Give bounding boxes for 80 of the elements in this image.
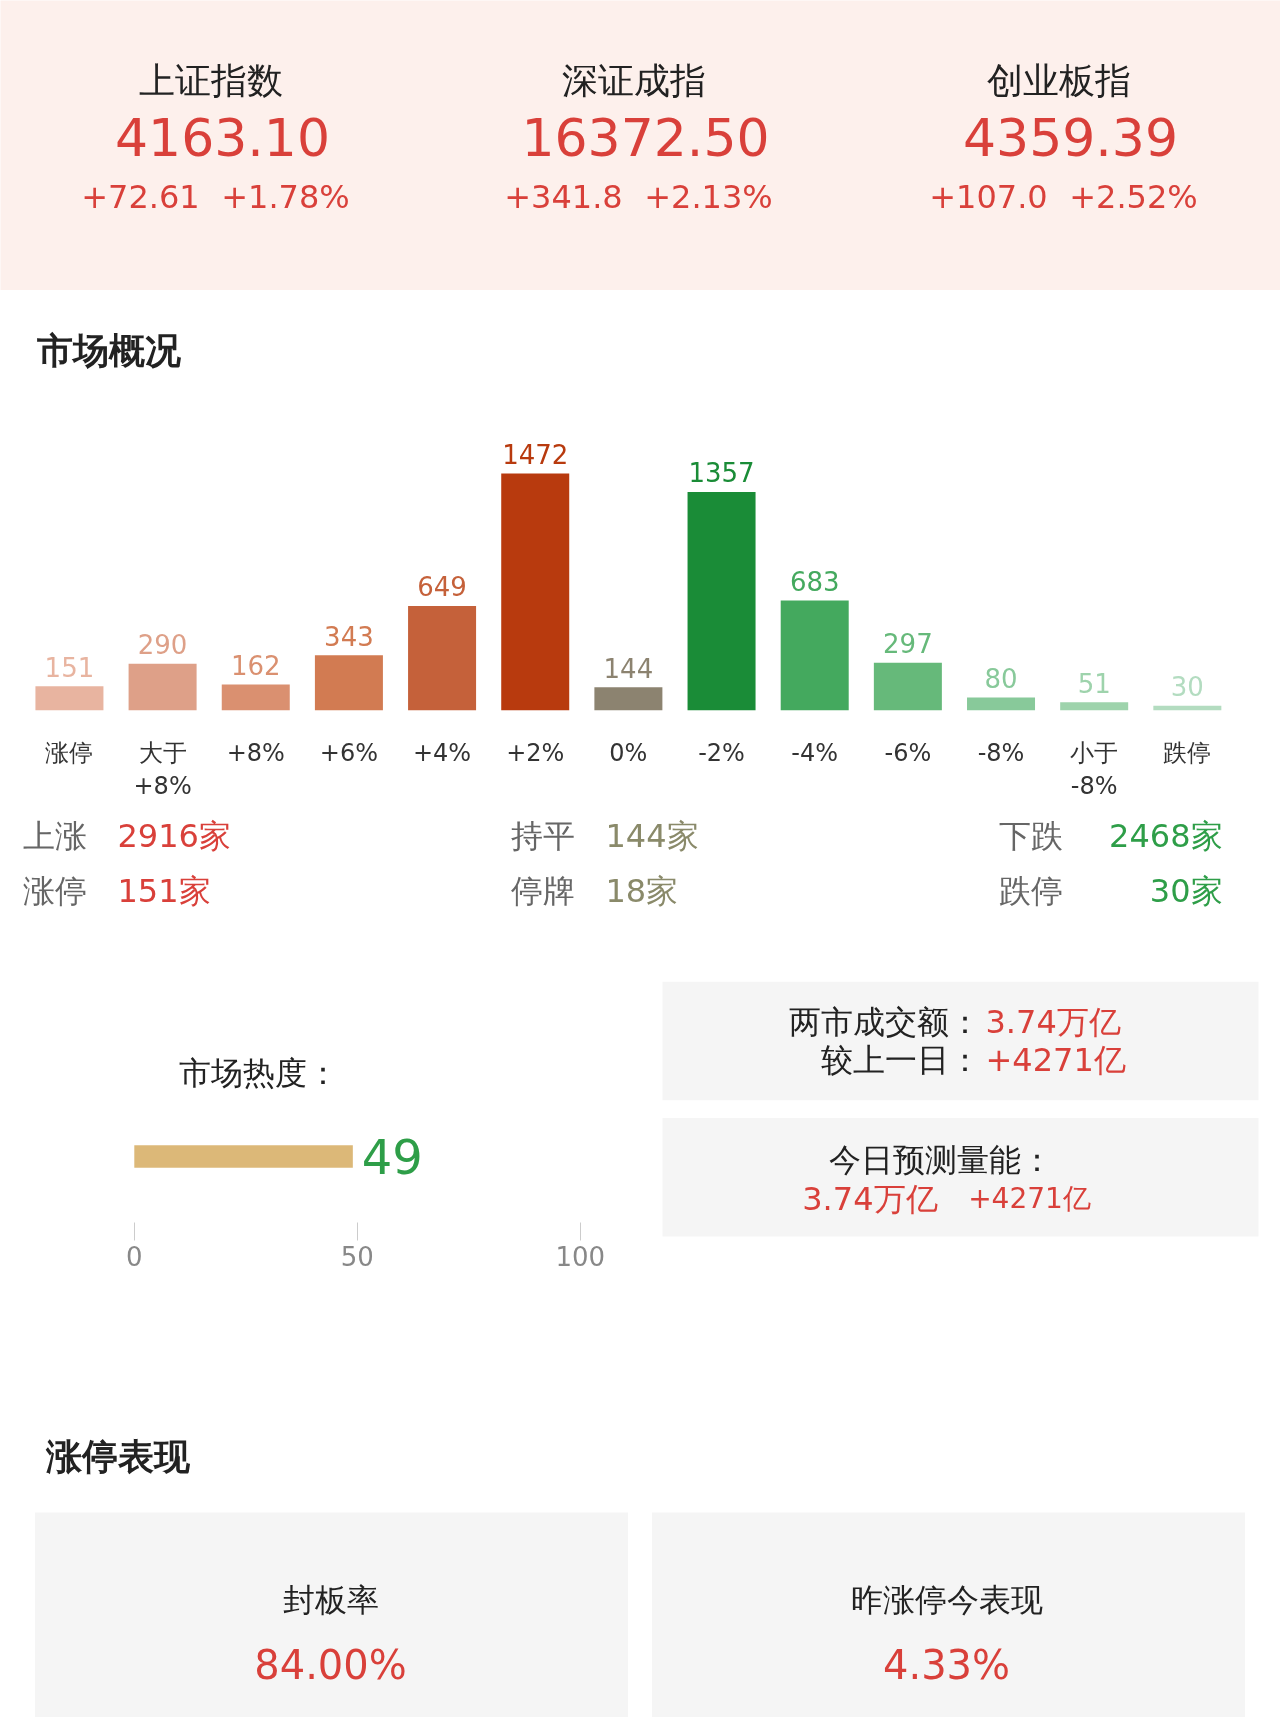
text: 跌停 (998, 871, 1063, 910)
data-label: 1472 (502, 439, 569, 470)
text: 停牌 (510, 871, 575, 910)
text: 两市成交额： (788, 1002, 981, 1041)
bar (967, 697, 1036, 711)
text: 上涨 (22, 816, 87, 855)
text: 创业板指 (986, 60, 1131, 101)
data-label: 290 (137, 630, 188, 661)
text: +1.78% (221, 177, 350, 216)
chart-title: 市场热度： (179, 1053, 340, 1092)
bar (314, 655, 383, 711)
data-label: 649 (417, 572, 467, 603)
text: 下跌 (998, 816, 1063, 855)
x-tick-label: -8% (977, 738, 1025, 767)
text: +72.61 (81, 178, 200, 216)
x-tick-label: 小于 -8% (1070, 738, 1119, 801)
data-label: 343 (324, 621, 374, 652)
text: +2.13% (644, 177, 773, 216)
data-label: 30 (1170, 672, 1204, 703)
data-label: 144 (603, 653, 654, 684)
text: +341.8 (504, 178, 623, 216)
text: 今日预测量能： (828, 1141, 1053, 1180)
chart-title: 市场概况 (36, 329, 181, 371)
text: +4271亿 (985, 1040, 1126, 1079)
text: +4271亿 (968, 1182, 1091, 1216)
bar (35, 686, 104, 711)
text: 16372.50 (521, 107, 770, 168)
text: 2468家 (1109, 816, 1223, 855)
text: +2.52% (1069, 177, 1198, 216)
x-tick-label: 0 (126, 1241, 143, 1272)
text: 4.33% (882, 1641, 1011, 1688)
text: 2916家 (117, 816, 231, 855)
bar (873, 662, 942, 711)
text: 4163.10 (114, 107, 331, 168)
text: 涨停 (22, 871, 87, 910)
bar (780, 600, 849, 711)
text: 上证指数 (138, 60, 283, 101)
x-tick-label: -6% (884, 738, 932, 767)
text: 4359.39 (962, 107, 1179, 168)
text: +107.0 (929, 178, 1048, 216)
bar (408, 605, 477, 711)
x-tick-label: +2% (506, 738, 565, 767)
bar (128, 663, 197, 711)
text: 较上一日： (820, 1040, 981, 1079)
x-tick-label: 50 (340, 1241, 374, 1272)
data-label: 1357 (688, 458, 755, 489)
bar (1060, 702, 1129, 711)
text: 涨停表现 (44, 1436, 191, 1477)
text: 84.00% (254, 1641, 407, 1688)
x-tick-label: -2% (698, 738, 745, 767)
x-tick-label: +8% (226, 738, 285, 767)
text: 144家 (605, 816, 699, 855)
bar (594, 687, 663, 711)
text: 封板率 (282, 1580, 379, 1619)
data-label: 297 (883, 629, 933, 660)
text: 151家 (117, 871, 211, 910)
text: 30家 (1149, 871, 1223, 910)
data-label: 49 (361, 1129, 423, 1185)
text: 3.74万亿 (985, 1002, 1121, 1041)
x-tick-label: 大于 +8% (133, 738, 192, 801)
text: 持平 (510, 816, 575, 855)
text: 深证成指 (561, 60, 706, 101)
text: 3.74万亿 (802, 1179, 938, 1218)
x-tick-label: -4% (791, 738, 839, 767)
text: 昨涨停今表现 (850, 1580, 1043, 1619)
bar (221, 684, 290, 711)
data-label: 151 (44, 652, 95, 683)
x-tick-label: 0% (609, 738, 648, 767)
data-label: 51 (1077, 668, 1111, 699)
x-tick-label: 涨停 (45, 738, 94, 767)
x-tick-label: 100 (555, 1241, 606, 1272)
text: 18家 (605, 871, 679, 910)
data-label: 162 (230, 650, 281, 681)
data-label: 80 (984, 664, 1018, 695)
bar (501, 473, 570, 711)
x-tick-label: 跌停 (1163, 738, 1212, 767)
x-tick-label: +4% (412, 738, 472, 767)
bar (687, 491, 756, 711)
data-label: 683 (789, 566, 840, 597)
x-tick-label: +6% (319, 738, 379, 767)
